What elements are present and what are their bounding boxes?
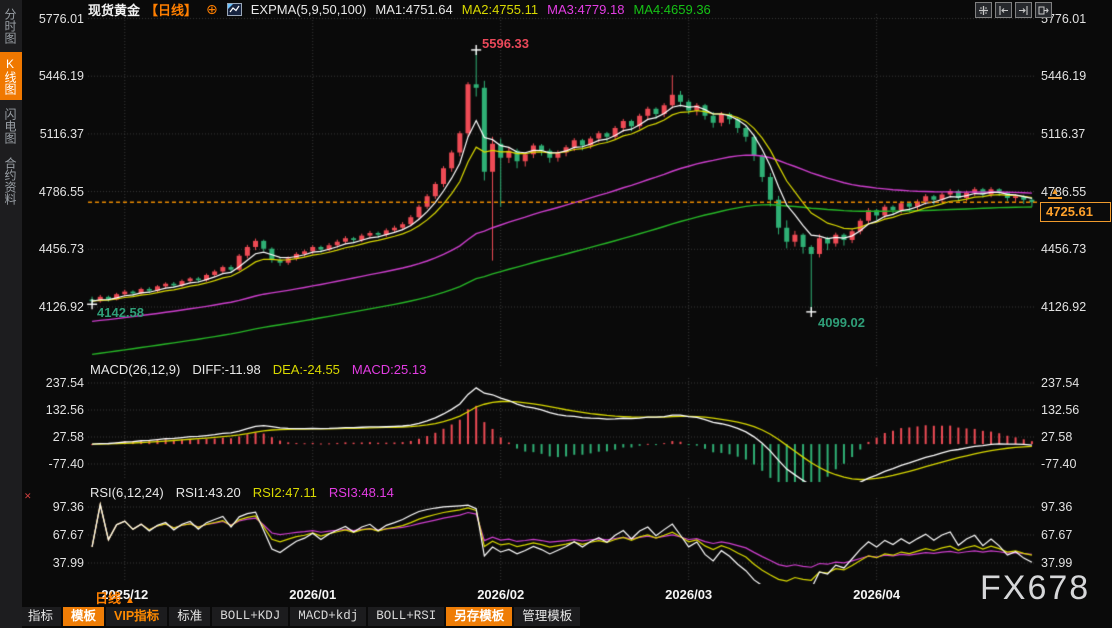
last-price-tag: 4725.61 bbox=[1040, 202, 1111, 222]
bottom-tab-3[interactable]: 标准 bbox=[169, 607, 211, 626]
rsi-axis-left-1: 67.67 bbox=[52, 528, 84, 542]
chart-toolbar bbox=[975, 2, 1052, 18]
rsi-axis-left-0: 97.36 bbox=[52, 500, 84, 514]
sidebar-item-3[interactable]: 合约资料 bbox=[3, 157, 17, 205]
price-axis-right-3: 4786.55 bbox=[1041, 184, 1087, 199]
rsi-axis-right-2: 37.99 bbox=[1041, 556, 1073, 570]
x-axis-labels: 2025/12 2026/01 2026/02 2026/03 2026/04 bbox=[0, 587, 1112, 605]
chart-header: 现货黄金 【日线】 ⊕ EXPMA(5,9,50,100) MA1:4751.6… bbox=[88, 1, 711, 18]
rsi2-value: RSI2:47.11 bbox=[252, 485, 317, 500]
crosshair-icon[interactable] bbox=[975, 2, 992, 18]
price-axis-right-4: 4456.73 bbox=[1041, 242, 1087, 257]
start-low-annotation: 4142.58 bbox=[97, 305, 144, 320]
macd-axis-left-0: 237.54 bbox=[45, 376, 84, 390]
macd-title: MACD(26,12,9) bbox=[90, 362, 181, 377]
price-axis-right-0: 5776.01 bbox=[1041, 11, 1087, 26]
macd-axis-left-1: 132.56 bbox=[45, 403, 84, 417]
bottom-tab-1[interactable]: 模板 bbox=[63, 607, 105, 626]
macd-axis-right-1: 132.56 bbox=[1041, 403, 1080, 417]
bottom-tab-7[interactable]: 另存模板 bbox=[446, 607, 513, 626]
period-selector[interactable]: 日线 ▲ bbox=[95, 588, 135, 607]
price-axis-left-0: 5776.01 bbox=[38, 11, 84, 26]
rsi-axis-left-2: 37.99 bbox=[52, 556, 84, 570]
ma4-value: MA4:4659.36 bbox=[633, 2, 711, 17]
rsi-axis-right-0: 97.36 bbox=[1041, 500, 1073, 514]
scale-left-icon[interactable] bbox=[995, 2, 1012, 18]
rsi-title: RSI(6,12,24) bbox=[90, 485, 164, 500]
rsi-axis-right-1: 67.67 bbox=[1041, 528, 1073, 542]
rsi1-value: RSI1:43.20 bbox=[175, 485, 241, 500]
rsi-close-icon[interactable]: ✕ bbox=[24, 491, 32, 501]
march-low-annotation: 4099.02 bbox=[818, 315, 865, 330]
indicator-title: EXPMA(5,9,50,100) bbox=[250, 2, 367, 17]
macd-axis-right-0: 237.54 bbox=[1041, 376, 1080, 390]
bottom-tab-8[interactable]: 管理模板 bbox=[514, 607, 581, 626]
x-label-3: 2026/03 bbox=[665, 587, 713, 602]
bottom-tab-6[interactable]: BOLL+RSI bbox=[368, 607, 445, 626]
macd-header: MACD(26,12,9) DIFF:-11.98 DEA:-24.55 MAC… bbox=[90, 362, 426, 377]
price-axis-right-1: 5446.19 bbox=[1041, 69, 1087, 84]
sidebar-item-0[interactable]: 分时图 bbox=[3, 8, 17, 44]
chevron-up-icon: ▲ bbox=[125, 595, 135, 606]
x-label-4: 2026/04 bbox=[853, 587, 901, 602]
bottom-tab-2[interactable]: VIP指标 bbox=[106, 607, 168, 626]
price-axis-left-1: 5446.19 bbox=[38, 69, 84, 84]
ma3-value: MA3:4779.18 bbox=[547, 2, 625, 17]
price-axis-left-3: 4786.55 bbox=[38, 184, 84, 199]
chart-type-icon[interactable] bbox=[226, 3, 242, 16]
price-axis-left-2: 5116.37 bbox=[39, 126, 84, 141]
bottom-tab-bar: 指标 模板 VIP指标 标准 BOLL+KDJ MACD+kdj BOLL+RSI 另存模板管… bbox=[20, 607, 581, 627]
macd-axis-right-3: -77.40 bbox=[1041, 457, 1077, 471]
last-price-marker-icon: ▲ bbox=[1048, 186, 1062, 199]
price-axis-left-4: 4456.73 bbox=[38, 242, 84, 257]
x-label-2: 2026/02 bbox=[477, 587, 525, 602]
macd-axis-right-2: 27.58 bbox=[1041, 430, 1073, 444]
bottom-tab-0[interactable]: 指标 bbox=[20, 607, 62, 626]
bottom-tab-5[interactable]: MACD+kdj bbox=[290, 607, 367, 626]
symbol-title: 现货黄金 bbox=[88, 3, 141, 18]
peak-price-annotation: 5596.33 bbox=[482, 36, 529, 51]
price-axis-right-5: 4126.92 bbox=[1041, 300, 1087, 314]
ma2-value: MA2:4755.11 bbox=[461, 2, 539, 17]
scale-right-icon[interactable] bbox=[1015, 2, 1032, 18]
macd-dea-value: DEA:-24.55 bbox=[272, 362, 340, 377]
sidebar: 分时图 K线图闪电图合约资料 bbox=[0, 0, 22, 628]
restore-view-icon[interactable] bbox=[1035, 2, 1052, 18]
macd-axis-left-2: 27.58 bbox=[52, 430, 84, 444]
period-label: 【日线】 bbox=[145, 3, 198, 18]
price-axis-left-5: 4126.92 bbox=[38, 300, 84, 314]
x-label-1: 2026/01 bbox=[289, 587, 337, 602]
sidebar-item-1[interactable]: K线图 bbox=[0, 52, 22, 100]
add-indicator-icon[interactable]: ⊕ bbox=[206, 1, 218, 17]
price-axis-right-2: 5116.37 bbox=[1041, 126, 1086, 141]
period-selector-label: 日线 bbox=[95, 591, 122, 606]
macd-value: MACD:25.13 bbox=[351, 362, 427, 377]
rsi-header: RSI(6,12,24) RSI1:43.20 RSI2:47.11 RSI3:… bbox=[90, 485, 394, 500]
macd-diff-value: DIFF:-11.98 bbox=[192, 362, 261, 377]
sidebar-item-2[interactable]: 闪电图 bbox=[3, 108, 17, 144]
x-label-0: 2025/12 bbox=[101, 587, 149, 602]
rsi3-value: RSI3:48.14 bbox=[328, 485, 394, 500]
ma1-value: MA1:4751.64 bbox=[375, 2, 453, 17]
macd-axis-left-3: -77.40 bbox=[48, 457, 84, 471]
bottom-tab-4[interactable]: BOLL+KDJ bbox=[212, 607, 289, 626]
